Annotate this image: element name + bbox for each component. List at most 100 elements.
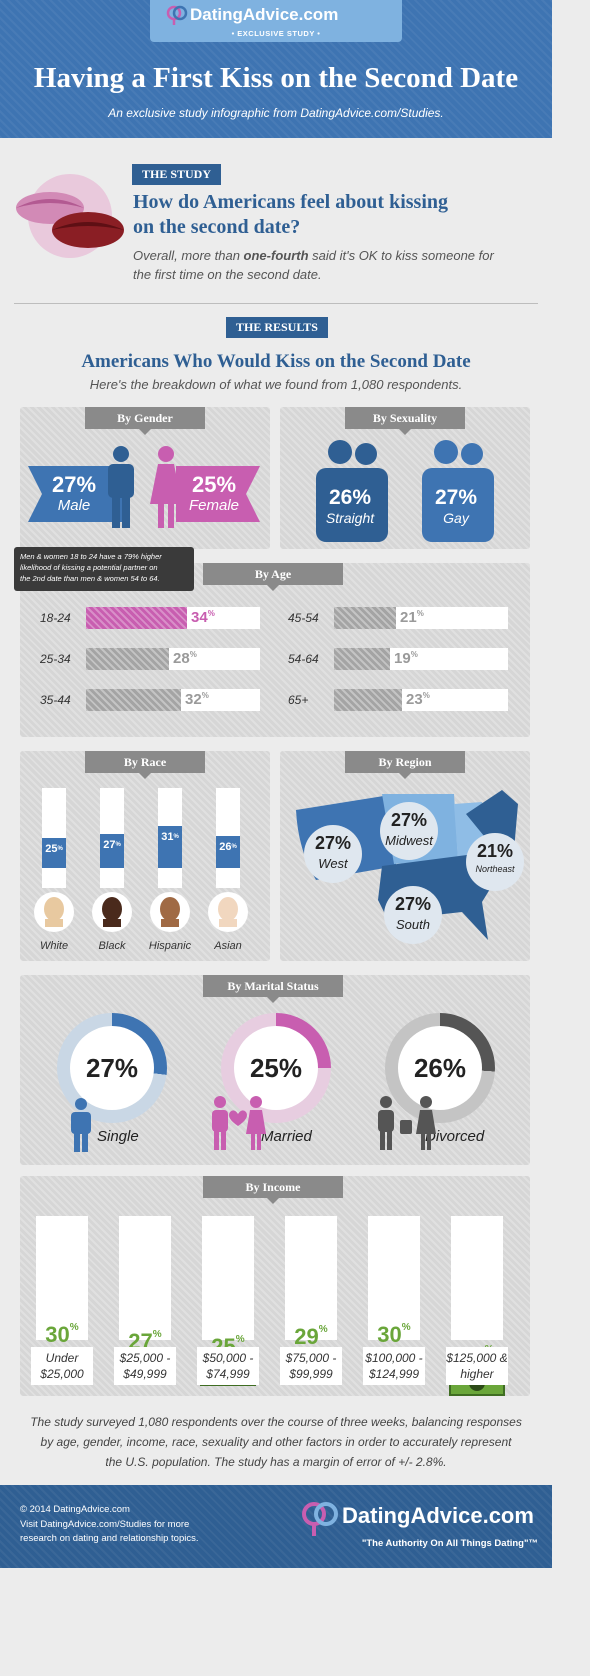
region-tab: By Region (345, 751, 465, 779)
income-label-line2: $74,999 (206, 1367, 250, 1381)
footer-visit-line1[interactable]: Visit DatingAdvice.com/Studies for more (20, 1519, 190, 1530)
female-figure-icon (150, 446, 182, 528)
gay-couple-icon (422, 440, 494, 542)
female-label: Female (188, 497, 240, 514)
region-bubble (466, 833, 524, 891)
race-label: Hispanic (148, 940, 192, 952)
male-banner (28, 466, 128, 522)
age-label: 65+ (288, 693, 309, 707)
married-couple-icon (212, 1096, 266, 1150)
income-label-line2: $99,999 (289, 1367, 333, 1381)
race-face-icon (150, 892, 190, 932)
age-tooltip: Men & women 18 to 24 have a 79% higher l… (14, 547, 194, 591)
age-tooltip-line2: likelihood of kissing a potential partne… (20, 563, 158, 572)
lips-illustration (10, 170, 132, 260)
age-label: 54-64 (288, 652, 319, 666)
marital-tab: By Marital Status (203, 975, 343, 1003)
single-person-icon (71, 1098, 91, 1152)
age-value: 21% (400, 609, 424, 626)
straight-percent: 26% (328, 486, 372, 509)
male-label: Male (57, 497, 91, 514)
summary-post: said it's OK to kiss someone for (308, 248, 494, 263)
income-tab: By Income (203, 1176, 343, 1204)
marital-label: Married (261, 1128, 312, 1145)
brand-logo[interactable]: DatingAdvice.com (190, 5, 339, 24)
footer (0, 1485, 552, 1568)
summary-pre: Overall, more than (133, 248, 244, 263)
age-value: 19% (394, 650, 418, 667)
sexuality-tab: By Sexuality (345, 407, 465, 435)
straight-label: Straight (325, 510, 375, 526)
logo-tab (150, 0, 402, 42)
results-subtitle: Here's the breakdown of what we found fr… (89, 377, 463, 392)
income-label-line1: $75,000 - (285, 1351, 337, 1365)
age-value: 34% (191, 609, 215, 626)
income-value: 30% (45, 1322, 79, 1347)
male-percent: 27% (51, 472, 97, 497)
methodology-note: The study surveyed 1,080 respondents ove… (0, 1412, 552, 1472)
region-bubble (384, 886, 442, 944)
income-label: $25,000 - $49,999 (114, 1347, 176, 1385)
region-value: 27% (390, 810, 428, 830)
region-value: 27% (394, 894, 432, 914)
age-tooltip-line3: the 2nd date than men & women 54 to 64. (20, 574, 160, 583)
income-label-line2: $49,999 (123, 1367, 167, 1381)
page-title: Having a First Kiss on the Second Date (33, 62, 519, 94)
race-value: 31% (158, 826, 182, 868)
income-label-line1: Under (45, 1351, 79, 1365)
region-value: 21% (476, 841, 514, 861)
gay-label: Gay (443, 510, 469, 526)
marital-label: Single (97, 1128, 139, 1145)
race-value: 26% (216, 836, 240, 868)
income-bar-track (451, 1216, 503, 1340)
region-label: South (396, 917, 430, 932)
age-label: 25-34 (40, 652, 71, 666)
study-ribbon: THE STUDY (132, 164, 222, 185)
straight-couple-icon (316, 440, 388, 542)
race-tab: By Race (85, 751, 205, 779)
footer-visit-line2: research on dating and relationship topi… (20, 1533, 199, 1544)
income-label-line2: $25,000 (40, 1367, 84, 1381)
age-label: 35-44 (40, 693, 71, 707)
income-label-line2: higher (460, 1367, 494, 1381)
female-banner (176, 466, 260, 522)
divorced-couple-icon (378, 1096, 436, 1150)
region-label: Northeast (475, 864, 515, 874)
age-bar (86, 648, 169, 670)
income-label: $100,000 - $124,999 (363, 1347, 425, 1385)
study-question: How do Americans feel about kissing on t… (133, 190, 448, 240)
study-question-line2: on the second date? (133, 216, 301, 238)
female-percent: 25% (191, 472, 237, 497)
race-value: 25% (42, 838, 66, 868)
income-value: 30% (377, 1322, 411, 1347)
age-bar (86, 607, 187, 629)
age-tooltip-line1: Men & women 18 to 24 have a 79% higher (20, 552, 162, 561)
income-label-line2: $124,999 (368, 1367, 420, 1381)
marital-label: Divorced (425, 1128, 485, 1145)
age-label: 45-54 (288, 611, 319, 625)
income-label: $75,000 - $99,999 (280, 1347, 342, 1385)
footer-tagline: "The Authority On All Things Dating"™ (361, 1538, 538, 1549)
age-label: 18-24 (40, 611, 71, 625)
age-bar (334, 648, 390, 670)
exclusive-study-badge: • EXCLUSIVE STUDY • (231, 29, 321, 38)
study-summary: Overall, more than one-fourth said it's … (133, 246, 543, 284)
region-label: West (318, 856, 348, 871)
methodology-line1: The study surveyed 1,080 respondents ove… (30, 1415, 522, 1429)
race-label: Asian (214, 940, 242, 952)
income-value: 29% (294, 1324, 328, 1349)
section-divider (14, 303, 538, 304)
donut-value: 25% (234, 1026, 318, 1110)
footer-copyright: © 2014 DatingAdvice.com (20, 1504, 130, 1515)
age-bar (86, 689, 181, 711)
income-label: Under $25,000 (31, 1347, 93, 1385)
footer-brand[interactable]: DatingAdvice.com (342, 1503, 534, 1528)
race-value: 27% (100, 834, 124, 868)
summary-line2: the first time on the second date. (133, 267, 322, 282)
age-bar (334, 689, 402, 711)
region-label: Midwest (385, 833, 433, 848)
donut-value: 27% (70, 1026, 154, 1110)
methodology-line2: by age, gender, income, race, sexuality … (40, 1435, 512, 1449)
income-bar-track (119, 1216, 171, 1340)
income-bar-track (36, 1216, 88, 1340)
